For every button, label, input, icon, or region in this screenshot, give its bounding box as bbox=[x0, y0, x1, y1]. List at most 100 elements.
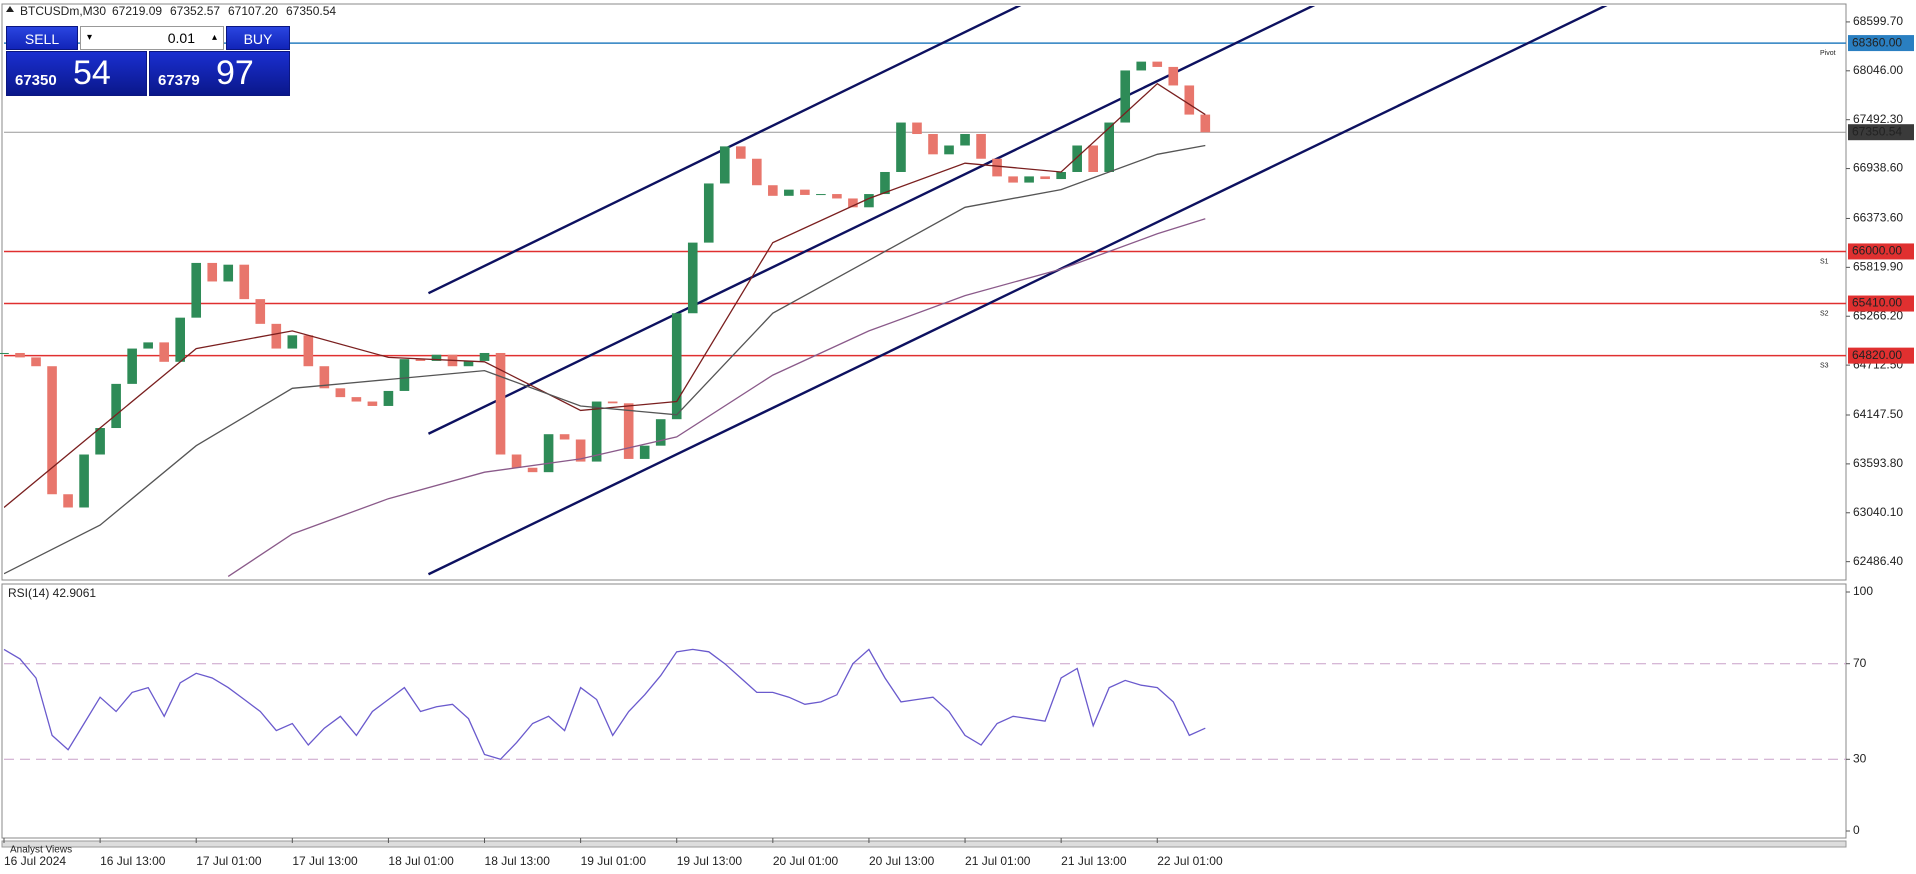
level-label: 64820.00 bbox=[1852, 348, 1902, 362]
level-label-box bbox=[1848, 295, 1914, 312]
level-label: 65410.00 bbox=[1852, 296, 1902, 310]
candle bbox=[495, 352, 506, 455]
lot-down[interactable]: ▾ bbox=[87, 32, 93, 43]
tab-strip bbox=[1, 840, 1847, 848]
candle bbox=[383, 390, 394, 406]
rsi-title: RSI(14) 42.9061 bbox=[8, 586, 96, 600]
candle bbox=[415, 359, 426, 361]
candle bbox=[463, 360, 474, 367]
candle bbox=[1072, 145, 1082, 172]
candle bbox=[1152, 61, 1163, 67]
rsi-plot-frame bbox=[1, 583, 1847, 839]
candle bbox=[367, 401, 378, 406]
candle bbox=[880, 171, 890, 195]
candle bbox=[0, 352, 9, 354]
candle bbox=[768, 185, 778, 196]
level-tag: Pivot bbox=[1820, 50, 1836, 57]
candle bbox=[928, 134, 938, 155]
candle bbox=[703, 183, 714, 243]
candle bbox=[848, 198, 858, 208]
moving-average bbox=[4, 82, 1206, 509]
candle bbox=[800, 189, 810, 195]
channel-line bbox=[427, 6, 1608, 576]
last-price-box bbox=[1848, 124, 1914, 141]
candle bbox=[1136, 61, 1147, 71]
candle bbox=[896, 122, 906, 172]
candle bbox=[63, 494, 73, 508]
x-tick-label: 16 Jul 2024 bbox=[4, 854, 66, 868]
candle bbox=[719, 146, 730, 184]
x-tick-label: 21 Jul 01:00 bbox=[965, 854, 1031, 868]
candle bbox=[1104, 122, 1115, 172]
candle bbox=[47, 366, 57, 495]
lot-value: 0.01 bbox=[167, 30, 195, 46]
y-tick-label: 66938.60 bbox=[1853, 161, 1903, 175]
lot-up[interactable]: ▴ bbox=[211, 32, 217, 43]
symbol: BTCUSDm,M30 bbox=[20, 4, 106, 18]
candle bbox=[479, 352, 490, 361]
candle bbox=[287, 335, 298, 349]
candle bbox=[191, 262, 202, 318]
candle bbox=[143, 342, 153, 349]
candle bbox=[912, 122, 922, 135]
level-label: 68360.00 bbox=[1852, 35, 1902, 49]
sell-button[interactable]: SELL bbox=[6, 26, 78, 50]
y-tick-label: 67492.30 bbox=[1853, 112, 1903, 126]
candle bbox=[784, 189, 794, 196]
candle bbox=[575, 439, 586, 462]
candle bbox=[527, 467, 538, 473]
x-tick-label: 17 Jul 13:00 bbox=[292, 854, 358, 868]
candle bbox=[639, 445, 650, 459]
candle bbox=[976, 134, 986, 159]
candle bbox=[1008, 176, 1018, 183]
x-tick-label: 18 Jul 13:00 bbox=[485, 854, 551, 868]
candle bbox=[351, 397, 362, 402]
candle bbox=[816, 194, 826, 196]
x-tick-label: 19 Jul 13:00 bbox=[677, 854, 743, 868]
x-tick-label: 16 Jul 13:00 bbox=[100, 854, 166, 868]
y-tick-label: 68046.00 bbox=[1853, 63, 1903, 77]
x-tick-label: 21 Jul 13:00 bbox=[1061, 854, 1127, 868]
candle bbox=[335, 388, 346, 398]
candle bbox=[159, 342, 169, 362]
candle bbox=[15, 352, 25, 358]
candle bbox=[95, 428, 105, 455]
rsi-tick-label: 70 bbox=[1853, 656, 1867, 670]
x-tick-label: 22 Jul 01:00 bbox=[1157, 854, 1223, 868]
candle bbox=[687, 242, 698, 314]
x-tick-label: 20 Jul 13:00 bbox=[869, 854, 935, 868]
trade-panel: SELL ▾ 0.01 ▴ BUY 67350 54 67379 97 bbox=[6, 26, 290, 96]
candle bbox=[31, 357, 41, 367]
level-tag: S2 bbox=[1820, 310, 1829, 317]
buy-button[interactable]: BUY bbox=[226, 26, 290, 50]
level-label-box bbox=[1848, 243, 1914, 260]
buy-price[interactable]: 67379 97 bbox=[149, 51, 290, 96]
channel-line bbox=[427, 6, 1316, 435]
rsi-tick-label: 0 bbox=[1853, 823, 1860, 837]
buy-price-pips: 97 bbox=[216, 54, 254, 92]
candle bbox=[271, 323, 282, 349]
sell-price-main: 67350 bbox=[15, 72, 57, 89]
level-label: 66000.00 bbox=[1852, 244, 1902, 258]
y-tick-label: 66373.60 bbox=[1853, 211, 1903, 225]
price-plot-frame bbox=[1, 3, 1847, 581]
candle bbox=[1024, 176, 1034, 183]
open: 67219.09 bbox=[112, 4, 162, 18]
collapse-icon[interactable] bbox=[6, 6, 14, 12]
candle bbox=[1088, 145, 1098, 172]
candle bbox=[79, 454, 89, 508]
candle bbox=[255, 299, 266, 324]
tab-label[interactable]: Analyst Views bbox=[10, 845, 72, 856]
candle bbox=[111, 383, 121, 429]
low: 67107.20 bbox=[228, 4, 278, 18]
close: 67350.54 bbox=[286, 4, 336, 18]
y-tick-label: 65819.90 bbox=[1853, 260, 1903, 274]
lot-input[interactable]: ▾ 0.01 ▴ bbox=[80, 26, 224, 50]
level-label-box bbox=[1848, 35, 1914, 52]
moving-average bbox=[227, 218, 1206, 577]
x-tick-label: 18 Jul 01:00 bbox=[388, 854, 454, 868]
sell-price[interactable]: 67350 54 bbox=[6, 51, 147, 96]
candle bbox=[671, 313, 682, 420]
y-tick-label: 64147.50 bbox=[1853, 407, 1903, 421]
